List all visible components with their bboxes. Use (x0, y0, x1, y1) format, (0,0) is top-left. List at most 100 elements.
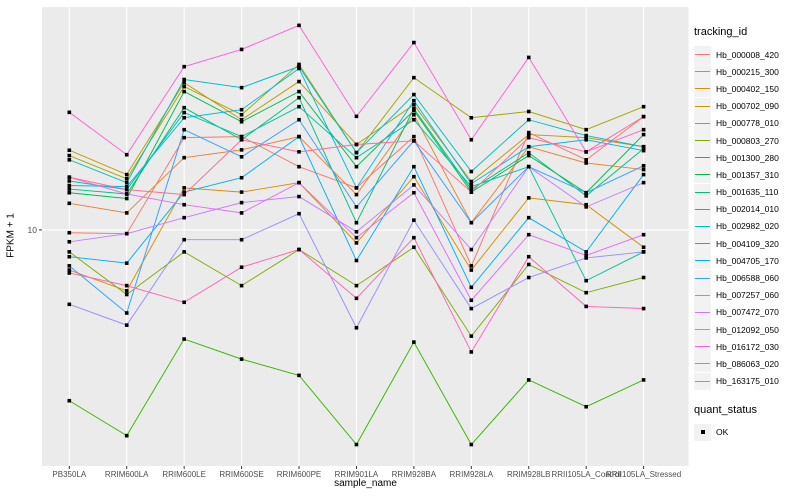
data-point (239, 148, 244, 152)
data-point (584, 290, 588, 295)
legend-key-swatch (694, 132, 711, 150)
legend-label: Hb_000008_420 (716, 49, 779, 60)
data-point (412, 134, 416, 139)
data-point (354, 150, 359, 155)
data-point (354, 229, 359, 234)
quant-ok-label: OK (716, 427, 729, 438)
data-point (182, 89, 186, 94)
data-point (641, 127, 646, 132)
data-point (412, 183, 416, 187)
data-point (412, 106, 416, 111)
legend-label: Hb_002982_020 (716, 221, 779, 232)
legend-key-swatch (694, 183, 711, 201)
data-point (641, 144, 646, 149)
data-point (469, 247, 474, 252)
legend-label: Hb_001357_310 (716, 169, 779, 180)
data-point (354, 241, 359, 245)
data-point (182, 202, 186, 207)
legend-label: Hb_004109_320 (716, 238, 779, 249)
legend-key-swatch (694, 355, 711, 373)
data-point (584, 133, 588, 138)
data-point (641, 167, 646, 172)
legend-label: Hb_000215_300 (716, 66, 779, 77)
data-point (469, 298, 474, 303)
data-point (641, 232, 646, 237)
data-point (469, 190, 474, 194)
x-tick-label-RRIM600SE: RRIM600SE (219, 470, 264, 479)
legend-row-Hb_002982_020: Hb_002982_020 (694, 217, 800, 235)
legend-line-icon (695, 88, 710, 90)
legend-row-Hb_004705_170: Hb_004705_170 (694, 252, 800, 270)
data-point (182, 337, 186, 341)
data-point (641, 132, 646, 137)
legend-line-icon (695, 140, 710, 142)
legend-line-icon (695, 311, 710, 313)
data-point (354, 235, 359, 240)
data-point (239, 237, 244, 242)
black-square-point-icon (700, 430, 705, 435)
data-point (67, 268, 72, 272)
data-point (124, 180, 129, 185)
data-point (297, 211, 301, 216)
data-point (239, 134, 244, 139)
data-point (297, 134, 301, 139)
x-tick-label-RRIM600LA: RRIM600LA (104, 470, 149, 479)
data-point (239, 211, 244, 215)
data-point (412, 92, 416, 97)
data-point (584, 158, 588, 162)
legend-line-icon (695, 191, 710, 193)
data-point (469, 169, 474, 174)
legend-label: Hb_000702_090 (716, 101, 779, 112)
data-point (354, 283, 359, 288)
data-point (124, 152, 129, 157)
data-point (124, 261, 129, 265)
legend-line-icon (695, 174, 710, 176)
legend-label: Hb_007257_060 (716, 290, 779, 301)
data-point (239, 283, 244, 288)
legend-key-swatch (694, 286, 711, 304)
data-point (182, 192, 186, 197)
legend-label: Hb_086063_020 (716, 358, 779, 369)
legend-row-Hb_163175_010: Hb_163175_010 (694, 372, 800, 390)
data-point (67, 190, 72, 195)
data-point (67, 271, 72, 275)
legend-row-Hb_000803_270: Hb_000803_270 (694, 132, 800, 150)
data-point (182, 127, 186, 132)
legend-label: Hb_004705_170 (716, 255, 779, 266)
data-point (67, 153, 72, 158)
data-point (297, 66, 301, 71)
legend-key-swatch (694, 372, 711, 390)
data-point (584, 250, 588, 254)
legend-row-Hb_001300_280: Hb_001300_280 (694, 149, 800, 167)
data-point (67, 201, 72, 206)
legend-line-icon (695, 225, 710, 227)
data-point (67, 240, 72, 244)
legend-key-swatch (694, 114, 711, 132)
data-point (354, 192, 359, 197)
data-point (182, 105, 186, 110)
legend-label: Hb_007472_070 (716, 307, 779, 318)
data-point (297, 373, 301, 378)
legend-label: Hb_001300_280 (716, 152, 779, 163)
data-point (526, 130, 531, 135)
data-point (412, 245, 416, 250)
legend-row-Hb_001357_310: Hb_001357_310 (694, 166, 800, 184)
legend-row-Hb_086063_020: Hb_086063_020 (694, 355, 800, 373)
legend-key-swatch (694, 252, 711, 270)
data-point (297, 79, 301, 84)
x-axis-title: sample_name (334, 478, 397, 489)
legend-line-icon (695, 208, 710, 210)
data-point (182, 186, 186, 190)
legend-row-Hb_007472_070: Hb_007472_070 (694, 303, 800, 321)
legend-key-swatch (694, 303, 711, 321)
data-point (354, 296, 359, 301)
data-point (124, 196, 129, 201)
data-point (124, 292, 129, 297)
legend-key-swatch (694, 166, 711, 184)
data-point (124, 231, 129, 236)
data-point (124, 176, 129, 181)
data-point (67, 183, 72, 188)
data-point (412, 139, 416, 143)
legend-line-icon (695, 277, 710, 279)
data-point (297, 247, 301, 252)
